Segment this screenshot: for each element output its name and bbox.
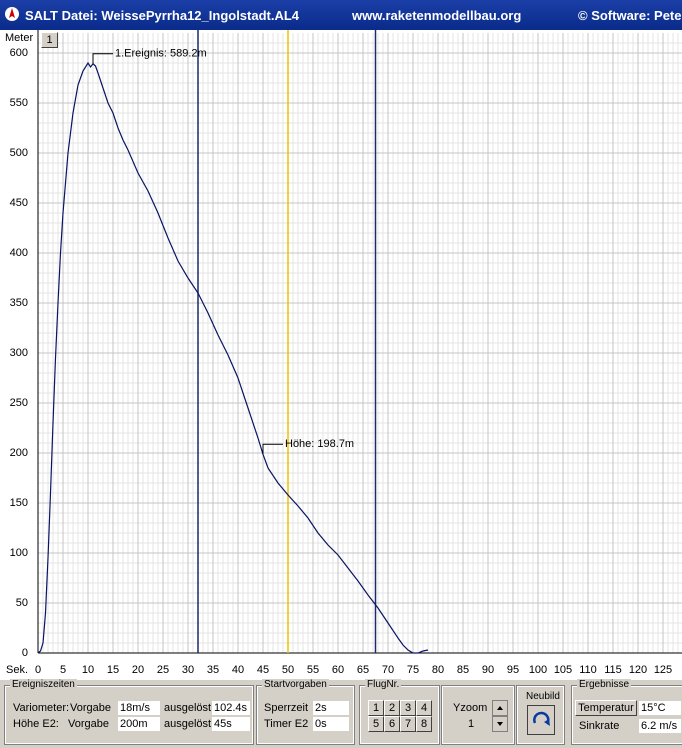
startvorgaben-group: Startvorgaben Sperrzeit 2s Timer E2 0s	[256, 679, 355, 745]
refresh-button[interactable]	[527, 705, 555, 735]
y-tick-label: 100	[10, 547, 28, 559]
y-tick-label: 150	[10, 497, 28, 509]
window-title: SALT Datei: WeissePyrrha12_Ingolstadt.AL…	[25, 8, 300, 23]
x-tick-label: 10	[82, 664, 94, 676]
y-axis-title: Meter	[5, 32, 33, 44]
y-tick-label: 300	[10, 347, 28, 359]
group-title: Ergebnisse	[577, 679, 632, 690]
x-tick-label: 65	[357, 664, 369, 676]
flight-button[interactable]: 2	[384, 700, 400, 716]
x-tick-label: 90	[482, 664, 494, 676]
flight-button[interactable]: 8	[416, 716, 432, 732]
x-tick-label: 30	[182, 664, 194, 676]
label: Variometer:	[13, 702, 70, 714]
group-title: Neubild	[526, 691, 560, 702]
x-tick-label: 80	[432, 664, 444, 676]
chart: 0 5 10 15 20 25 30 35 40 45 50 55 60 65 70 75 80 85 90 95 10…	[0, 30, 682, 680]
label: Höhe E2:	[13, 718, 59, 730]
y-tick-label: 600	[10, 47, 28, 59]
temperature-button[interactable]: Temperatur	[575, 700, 637, 716]
x-tick-label: 0	[35, 664, 41, 676]
x-tick-label: 55	[307, 664, 319, 676]
output-field: 45s	[212, 717, 250, 731]
x-tick-label: 110	[579, 664, 597, 676]
label: Vorgabe	[68, 718, 109, 730]
x-axis-title: Sek.	[6, 664, 28, 676]
yzoom-group: Yzoom 1	[441, 685, 515, 745]
output-field: 6.2 m/s	[639, 719, 681, 733]
x-tick-label: 70	[382, 664, 394, 676]
input-field[interactable]: 2s	[313, 701, 349, 715]
x-tick-label: 75	[407, 664, 419, 676]
app-icon	[5, 7, 19, 21]
zoom-button[interactable]: 1	[41, 32, 58, 48]
flight-button[interactable]: 6	[384, 716, 400, 732]
x-tick-label: 85	[457, 664, 469, 676]
label: Vorgabe	[70, 702, 111, 714]
flight-button[interactable]: 7	[400, 716, 416, 732]
label: ausgelöst	[164, 718, 212, 730]
flugnr-group: FlugNr. 1 2 3 4 5 6 7 8	[359, 679, 440, 745]
y-tick-label: 50	[16, 597, 28, 609]
label: Timer E2	[264, 718, 309, 730]
x-tick-label: 100	[529, 664, 547, 676]
flight-button[interactable]: 1	[368, 700, 384, 716]
title-bar: SALT Datei: WeissePyrrha12_Ingolstadt.AL…	[0, 0, 682, 30]
x-tick-label: 115	[604, 664, 622, 676]
y-tick-label: 400	[10, 247, 28, 259]
input-field[interactable]: 200m	[118, 717, 160, 731]
annotation: Höhe: 198.7m	[285, 438, 354, 450]
y-tick-label: 500	[10, 147, 28, 159]
copyright: © Software: Pete	[578, 8, 682, 23]
label: ausgelöst	[164, 702, 212, 714]
input-field[interactable]: 0s	[313, 717, 349, 731]
output-field: 15°C	[639, 701, 681, 715]
y-tick-label: 550	[10, 97, 28, 109]
website: www.raketenmodellbau.org	[352, 8, 522, 23]
output-field: 102.4s	[212, 701, 250, 715]
y-tick-label: 250	[10, 397, 28, 409]
x-tick-label: 105	[554, 664, 572, 676]
neubild-group: Neubild	[516, 685, 565, 745]
x-tick-label: 45	[257, 664, 269, 676]
altitude-line	[37, 61, 429, 654]
yzoom-value: 1	[468, 718, 475, 730]
group-title: Startvorgaben	[262, 679, 329, 690]
spinner[interactable]	[492, 700, 508, 732]
annotation: 1.Ereignis: 589.2m	[115, 48, 207, 60]
x-tick-label: 25	[157, 664, 169, 676]
ergebnisse-group: Ergebnisse Temperatur 15°C Sinkrate 6.2 …	[571, 679, 682, 745]
flight-button[interactable]: 4	[416, 700, 432, 716]
x-tick-label: 125	[654, 664, 672, 676]
group-title: Ereigniszeiten	[10, 679, 77, 690]
y-tick-label: 450	[10, 197, 28, 209]
x-tick-label: 120	[629, 664, 647, 676]
x-tick-label: 35	[207, 664, 219, 676]
group-title: FlugNr.	[365, 679, 402, 690]
x-tick-label: 60	[332, 664, 344, 676]
x-tick-label: 20	[132, 664, 144, 676]
x-tick-label: 95	[507, 664, 519, 676]
y-tick-label: 0	[22, 647, 28, 659]
y-tick-label: 200	[10, 447, 28, 459]
x-tick-label: 5	[60, 664, 66, 676]
input-field[interactable]: 18m/s	[118, 701, 160, 715]
label: Sinkrate	[579, 720, 620, 732]
x-tick-label: 50	[282, 664, 294, 676]
label: Sperrzeit	[264, 702, 309, 714]
y-tick-label: 350	[10, 297, 28, 309]
annotation-leader	[92, 53, 113, 64]
flight-button[interactable]: 5	[368, 716, 384, 732]
ereigniszeiten-group: Ereigniszeiten Variometer: Vorgabe 18m/s…	[4, 679, 254, 745]
x-tick-label: 15	[107, 664, 119, 676]
label: Yzoom	[453, 702, 488, 714]
flight-button[interactable]: 3	[400, 700, 416, 716]
annotation-leader	[262, 443, 283, 455]
x-tick-label: 40	[232, 664, 244, 676]
